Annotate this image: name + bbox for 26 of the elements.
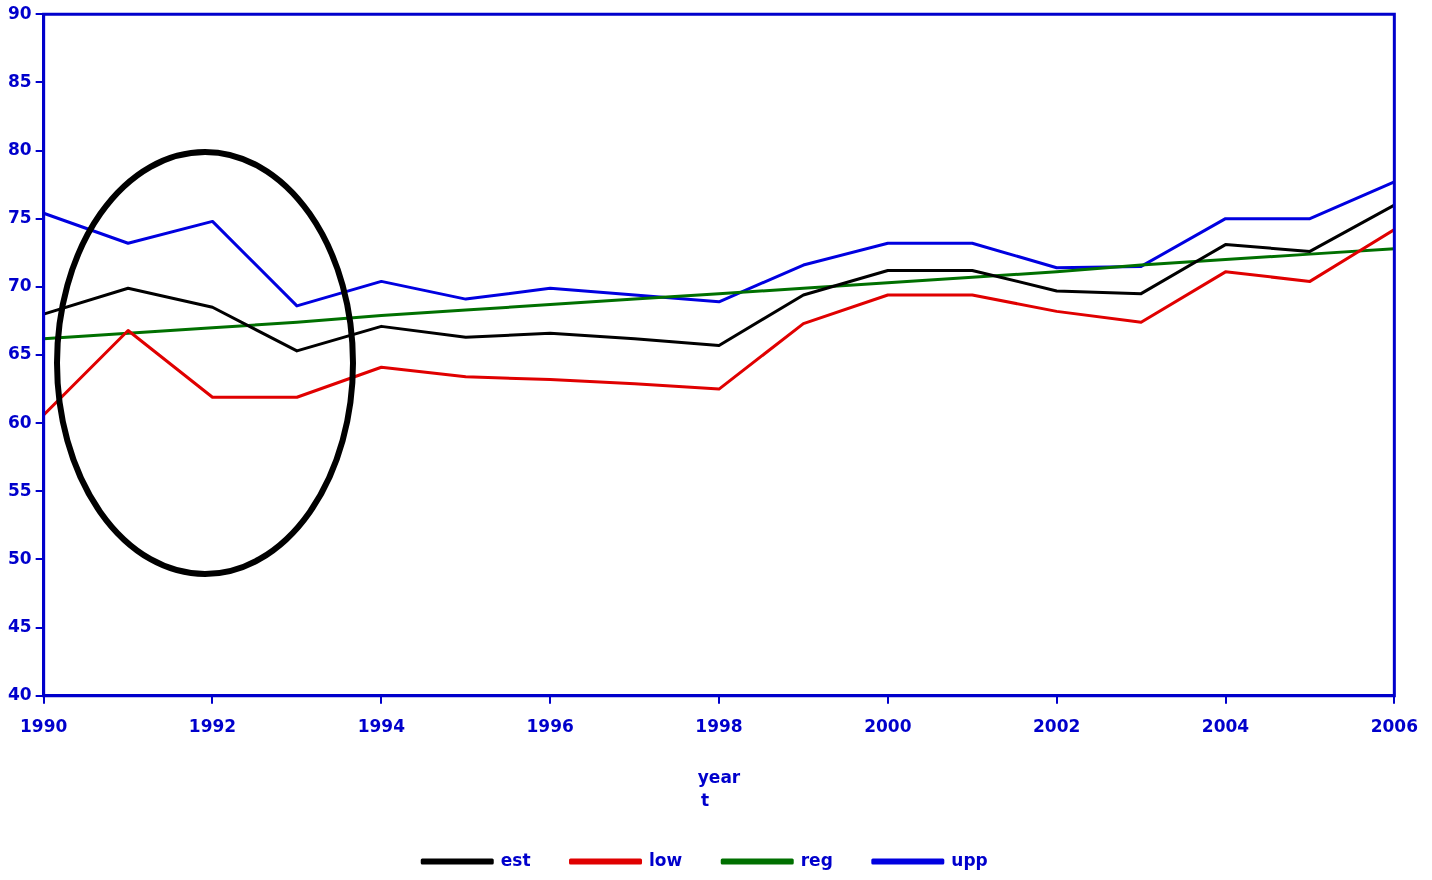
x-tick-label: 2006: [1370, 716, 1419, 737]
legend-label: reg: [800, 849, 833, 870]
x-tick-label: 2002: [1033, 716, 1081, 737]
x-tick-label: 2000: [864, 716, 912, 737]
legend-label: upp: [951, 849, 988, 870]
legend-title: t: [700, 789, 710, 810]
x-tick-label: 1996: [526, 716, 574, 737]
x-axis-title: year: [697, 766, 741, 787]
y-tick-label: 80: [7, 138, 32, 159]
y-tick-label: 50: [7, 547, 32, 568]
x-tick-label: 1998: [695, 716, 743, 737]
legend-label: low: [649, 849, 683, 870]
y-tick-label: 75: [7, 207, 32, 228]
y-tick-label: 70: [7, 275, 32, 296]
x-tick-label: 1992: [188, 716, 237, 737]
y-tick-label: 40: [7, 684, 32, 705]
y-tick-label: 45: [7, 616, 32, 637]
y-tick-label: 60: [7, 411, 32, 432]
y-tick-label: 65: [7, 343, 32, 364]
x-tick-label: 1990: [19, 716, 68, 737]
x-tick-label: 1994: [357, 716, 406, 737]
y-tick-label: 55: [7, 479, 32, 500]
y-tick-label: 90: [7, 2, 32, 23]
legend-label: est: [500, 849, 531, 870]
y-tick-label: 85: [7, 70, 32, 91]
x-tick-label: 2004: [1201, 716, 1250, 737]
